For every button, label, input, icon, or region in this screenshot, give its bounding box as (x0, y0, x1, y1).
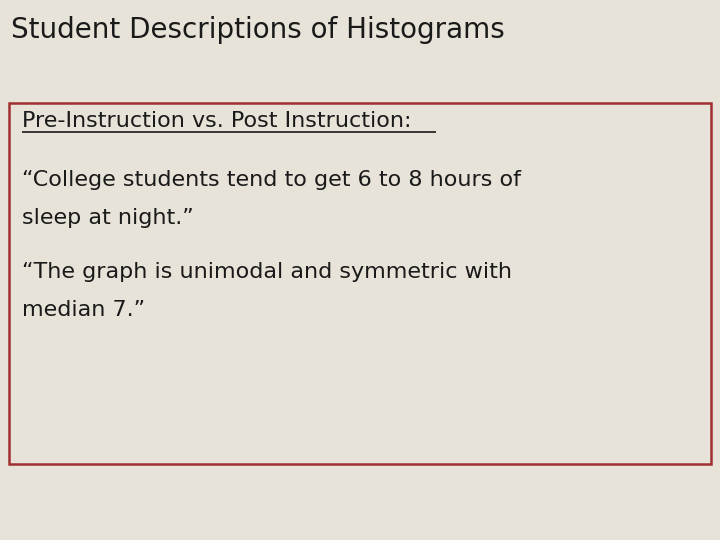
Text: “College students tend to get 6 to 8 hours of: “College students tend to get 6 to 8 hou… (22, 170, 521, 190)
FancyBboxPatch shape (9, 103, 711, 464)
Text: “The graph is unimodal and symmetric with: “The graph is unimodal and symmetric wit… (22, 262, 512, 282)
Text: Student Descriptions of Histograms: Student Descriptions of Histograms (11, 16, 505, 44)
Text: Pre-Instruction vs. Post Instruction:: Pre-Instruction vs. Post Instruction: (22, 111, 411, 131)
Text: sleep at night.”: sleep at night.” (22, 208, 194, 228)
Text: median 7.”: median 7.” (22, 300, 145, 320)
